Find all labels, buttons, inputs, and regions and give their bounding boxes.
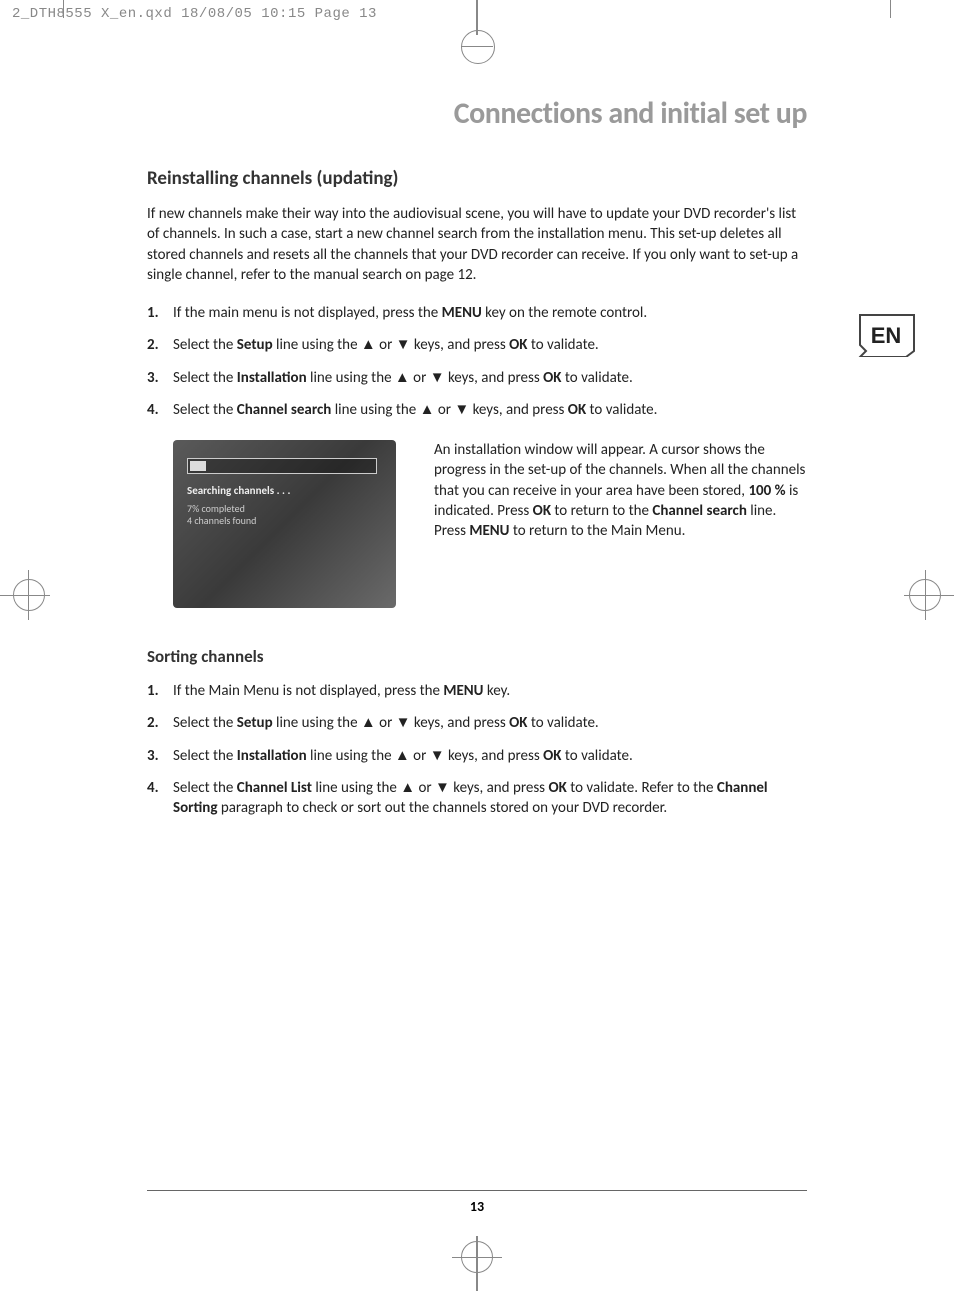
screenshot-line: 4 channels found <box>187 515 382 527</box>
step-text: Select the Setup line using the ▲ or ▼ k… <box>173 713 807 733</box>
progress-fill <box>190 461 206 471</box>
section-heading-sorting: Sorting channels <box>147 646 807 667</box>
list-item: 1. If the main menu is not displayed, pr… <box>147 303 807 323</box>
step-number: 1. <box>147 303 173 323</box>
figure-row: Searching channels . . . 7% completed 4 … <box>173 440 807 608</box>
page-title: Connections and initial set up <box>147 95 807 132</box>
page-number: 13 <box>470 1198 484 1215</box>
crop-mark <box>13 579 45 611</box>
crop-mark <box>452 1257 502 1258</box>
intro-paragraph: If new channels make their way into the … <box>147 204 807 285</box>
step-number: 3. <box>147 746 173 766</box>
reinstall-steps: 1. If the main menu is not displayed, pr… <box>147 303 807 420</box>
crop-mark <box>476 0 478 35</box>
list-item: 3. Select the Installation line using th… <box>147 746 807 766</box>
language-tab: EN <box>858 313 916 357</box>
figure-caption: An installation window will appear. A cu… <box>434 440 807 541</box>
list-item: 2. Select the Setup line using the ▲ or … <box>147 713 807 733</box>
page-content: Connections and initial set up Reinstall… <box>147 95 807 838</box>
step-number: 1. <box>147 681 173 701</box>
screenshot-preview: Searching channels . . . 7% completed 4 … <box>173 440 396 608</box>
step-text: Select the Channel search line using the… <box>173 400 807 420</box>
step-number: 3. <box>147 368 173 388</box>
list-item: 4. Select the Channel search line using … <box>147 400 807 420</box>
filename-header: 2_DTH8555 X_en.qxd 18/08/05 10:15 Page 1… <box>12 6 377 22</box>
crop-mark <box>890 0 891 18</box>
progress-bar <box>187 458 377 474</box>
crop-mark <box>28 570 29 620</box>
step-number: 2. <box>147 713 173 733</box>
crop-mark <box>63 0 64 18</box>
list-item: 2. Select the Setup line using the ▲ or … <box>147 335 807 355</box>
step-number: 4. <box>147 400 173 420</box>
svg-text:EN: EN <box>871 323 902 348</box>
screenshot-line: Searching channels . . . <box>187 484 382 497</box>
section-heading-reinstall: Reinstalling channels (updating) <box>147 167 807 190</box>
crop-mark <box>461 46 493 47</box>
sorting-steps: 1. If the Main Menu is not displayed, pr… <box>147 681 807 818</box>
step-text: Select the Setup line using the ▲ or ▼ k… <box>173 335 807 355</box>
list-item: 1. If the Main Menu is not displayed, pr… <box>147 681 807 701</box>
step-text: Select the Installation line using the ▲… <box>173 368 807 388</box>
step-text: Select the Installation line using the ▲… <box>173 746 807 766</box>
page-footer: 13 <box>147 1190 807 1216</box>
step-text: Select the Channel List line using the ▲… <box>173 778 807 819</box>
step-text: If the main menu is not displayed, press… <box>173 303 807 323</box>
list-item: 3. Select the Installation line using th… <box>147 368 807 388</box>
list-item: 4. Select the Channel List line using th… <box>147 778 807 819</box>
step-number: 2. <box>147 335 173 355</box>
step-text: If the Main Menu is not displayed, press… <box>173 681 807 701</box>
crop-mark <box>925 570 926 620</box>
step-number: 4. <box>147 778 173 819</box>
